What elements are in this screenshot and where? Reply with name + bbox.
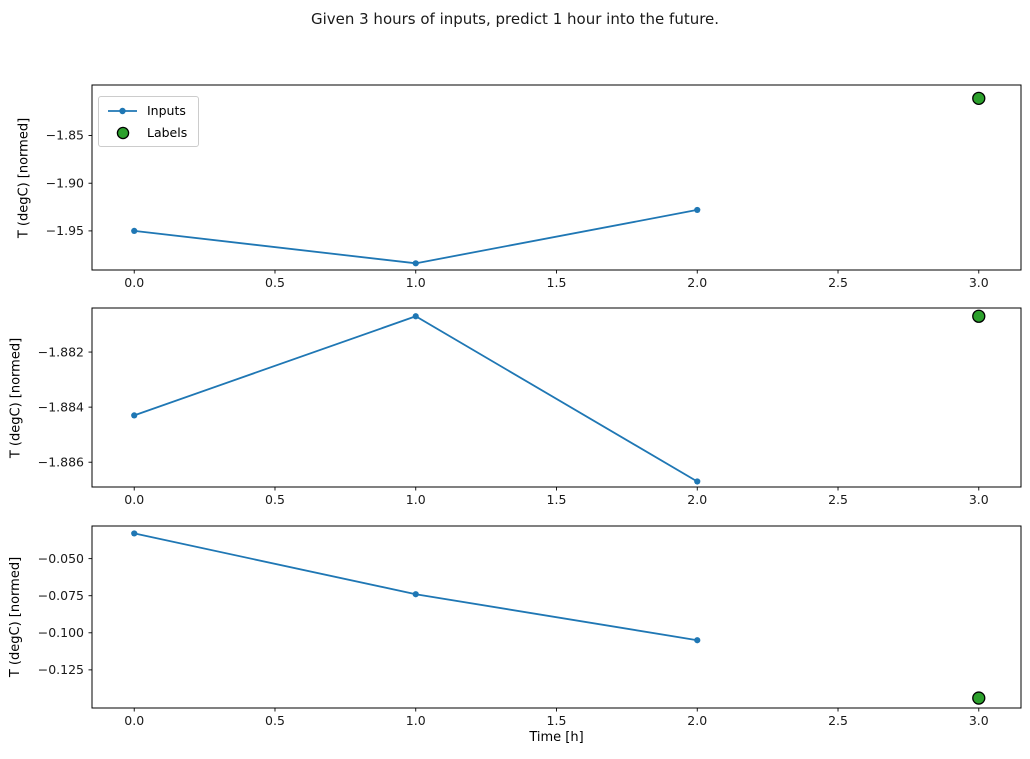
y-tick-label: −0.075 xyxy=(38,588,84,603)
x-tick-label: 2.5 xyxy=(828,492,848,507)
y-tick-label: −0.125 xyxy=(38,662,84,677)
inputs-point-marker xyxy=(131,412,138,419)
labels-point-marker xyxy=(972,309,986,323)
legend-label-inputs: Inputs xyxy=(147,103,186,118)
y-tick-label: −1.882 xyxy=(38,344,84,359)
inputs-line xyxy=(134,209,698,265)
y-tick-label: −1.886 xyxy=(38,454,84,469)
x-tick-label: 0.0 xyxy=(124,713,144,728)
x-axis-label: Time [h] xyxy=(529,730,584,745)
y-tick-label: −1.95 xyxy=(46,223,84,238)
x-tick-label: 0.5 xyxy=(265,275,285,290)
inputs-point-marker xyxy=(131,530,138,537)
legend-item-inputs: Inputs xyxy=(107,102,187,119)
x-tick-label: 1.5 xyxy=(547,713,567,728)
inputs-point-marker xyxy=(412,591,419,598)
y-tick-label: −1.85 xyxy=(46,128,84,143)
x-tick-label: 1.5 xyxy=(547,275,567,290)
x-tick-label: 1.0 xyxy=(406,713,426,728)
x-tick-label: 2.5 xyxy=(828,275,848,290)
y-tick-label: −1.884 xyxy=(38,399,84,414)
labels-point-marker xyxy=(972,91,986,106)
x-tick-label: 3.0 xyxy=(969,713,989,728)
x-tick-label: 0.5 xyxy=(265,713,285,728)
x-tick-label: 1.0 xyxy=(406,492,426,507)
figure-title: Given 3 hours of inputs, predict 1 hour … xyxy=(310,10,720,28)
inputs-point-marker xyxy=(694,478,701,485)
inputs-line-marker-icon xyxy=(107,104,138,118)
subplot-1-frame xyxy=(91,84,1022,271)
y-tick-label: −1.90 xyxy=(46,175,84,190)
y-axis-label-subplot-1: T (degC) [normed] xyxy=(16,117,31,238)
x-tick-label: 2.0 xyxy=(687,275,707,290)
inputs-point-marker xyxy=(412,260,419,267)
subplot-2-frame xyxy=(91,307,1022,488)
x-tick-label: 3.0 xyxy=(969,492,989,507)
x-tick-label: 3.0 xyxy=(969,275,989,290)
x-tick-label: 0.0 xyxy=(124,275,144,290)
y-tick-label: −0.050 xyxy=(38,551,84,566)
x-tick-label: 2.5 xyxy=(828,713,848,728)
x-tick-label: 1.0 xyxy=(406,275,426,290)
inputs-point-marker xyxy=(131,227,138,235)
labels-point-marker xyxy=(972,691,986,705)
inputs-line xyxy=(133,315,698,483)
inputs-point-marker xyxy=(412,313,419,320)
y-axis-label-subplot-3: T (degC) [normed] xyxy=(8,556,23,678)
inputs-point-marker xyxy=(694,637,701,644)
labels-circle-marker-icon xyxy=(107,125,138,141)
x-tick-label: 0.5 xyxy=(265,492,285,507)
inputs-point-marker xyxy=(694,206,701,214)
x-tick-label: 1.5 xyxy=(547,492,567,507)
x-tick-label: 2.0 xyxy=(687,492,707,507)
legend-label-labels: Labels xyxy=(147,125,188,140)
x-tick-label: 2.0 xyxy=(687,713,707,728)
subplot-3-frame xyxy=(91,525,1022,709)
inputs-line xyxy=(134,532,698,642)
y-tick-label: −0.100 xyxy=(38,625,84,640)
legend-item-labels: Labels xyxy=(107,124,187,141)
x-tick-label: 0.0 xyxy=(124,492,144,507)
y-axis-label-subplot-2: T (degC) [normed] xyxy=(8,337,23,458)
legend: Inputs Labels xyxy=(98,96,200,147)
